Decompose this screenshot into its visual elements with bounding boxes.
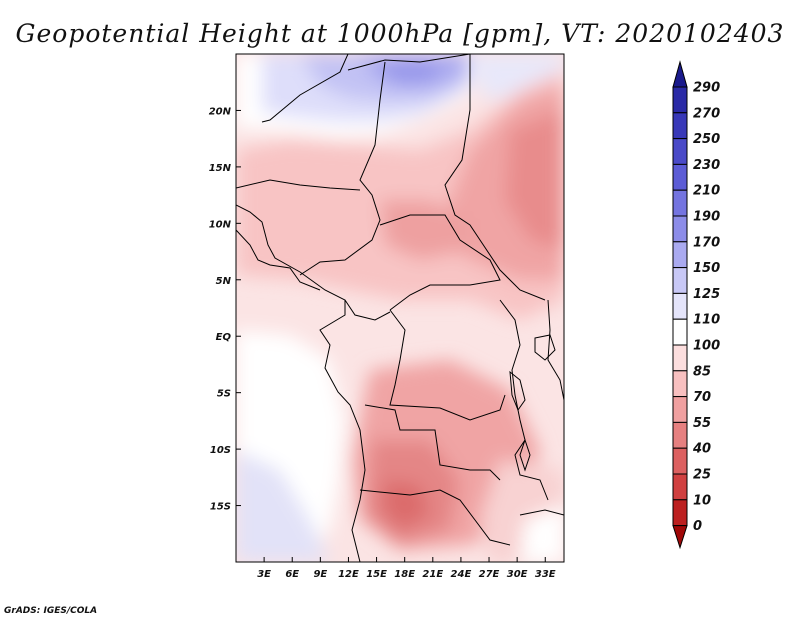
border-angola	[364, 404, 501, 481]
chart-title: Geopotential Height at 1000hPa [gpm], VT…	[16, 19, 785, 48]
y-tick-label: 5S	[217, 389, 231, 400]
colorbar-segment	[672, 138, 688, 165]
colorbar-segment	[672, 215, 688, 243]
colorbar-label: 70	[693, 390, 711, 405]
y-tick-label: 15N	[209, 163, 232, 174]
colorbar-segment	[672, 318, 688, 346]
colorbar-segment	[672, 499, 688, 527]
colorbar-label: 85	[693, 364, 711, 379]
border-gabon	[344, 299, 391, 321]
x-tick-label: 18E	[394, 569, 415, 580]
colorbar-label: 125	[693, 287, 720, 302]
lake-malawi	[519, 438, 531, 472]
x-tick-label: 6E	[285, 569, 299, 580]
x-tick-label: 21E	[422, 569, 443, 580]
colorbar-label: 250	[693, 132, 720, 147]
map-frame	[235, 53, 565, 563]
colorbar-segment	[672, 473, 688, 501]
colorbar-segment	[672, 344, 688, 372]
border-west-africa	[236, 229, 321, 291]
field-band-110-se	[520, 505, 564, 562]
colorbar-segment	[672, 189, 688, 217]
y-tick-label: 10S	[210, 445, 231, 456]
x-tick-label: 24E	[451, 569, 472, 580]
border-central-n	[299, 61, 386, 276]
border-niger	[236, 179, 361, 191]
colorbar-label: 150	[693, 261, 720, 276]
y-tick-label: 10N	[209, 219, 232, 230]
y-axis: 20N 15N 10N 5N EQ 5S 10S 15S	[209, 106, 241, 513]
map-panel: 3E 6E 9E 12E 15E 18E 21E 24E 27E 30E 33E 20N 15N 10N…	[209, 53, 565, 580]
west-coastline	[236, 204, 366, 562]
border-kenya	[547, 299, 564, 401]
coastlines-and-borders	[236, 54, 564, 562]
y-tick-label: 5N	[216, 276, 232, 287]
field-band-40-south	[382, 480, 430, 530]
x-tick-label: 27E	[479, 569, 500, 580]
colorbar-label: 210	[693, 184, 720, 199]
y-tick-label: 15S	[210, 502, 231, 513]
field-band-70-center	[380, 200, 470, 260]
y-tick-label: 20N	[209, 106, 232, 117]
lake-victoria	[534, 334, 556, 361]
grads-credit: GrADS: IGES/COLA	[4, 606, 97, 616]
colorbar-label: 0	[693, 519, 702, 534]
colorbar-label: 110	[693, 313, 720, 328]
x-tick-label: 33E	[535, 569, 556, 580]
colorbar-segment	[672, 292, 688, 320]
colorbar-top-triangle	[672, 60, 688, 88]
colorbar-segment	[672, 267, 688, 294]
x-tick-label: 3E	[257, 569, 271, 580]
lake-tanganyika	[509, 370, 526, 412]
colorbar-segment	[672, 163, 688, 191]
colorbar-label: 100	[693, 339, 720, 354]
field-band-125-ne	[470, 54, 564, 100]
x-tick-label: 9E	[313, 569, 327, 580]
field-band-190	[380, 62, 440, 82]
colorbar-label: 40	[692, 442, 711, 457]
x-axis: 3E 6E 9E 12E 15E 18E 21E 24E 27E 30E 33E	[257, 557, 556, 580]
x-tick-label: 12E	[338, 569, 359, 580]
border-namibia	[359, 489, 511, 546]
colorbar-bottom-triangle	[672, 525, 688, 550]
x-tick-label: 15E	[366, 569, 387, 580]
colorbar-label: 290	[693, 81, 720, 96]
colorbar-segment	[672, 421, 688, 449]
colorbar-segment	[672, 86, 688, 114]
colorbar-label: 190	[693, 210, 720, 225]
colorbar-label: 55	[693, 416, 711, 431]
colorbar-label: 270	[693, 106, 720, 121]
y-tick-label: EQ	[216, 332, 232, 343]
colorbar-segment	[672, 112, 688, 140]
border-se	[519, 509, 564, 516]
colorbar-label: 25	[693, 468, 711, 483]
border-east	[499, 299, 549, 501]
border-drc	[389, 309, 506, 421]
border-car	[379, 214, 501, 311]
colorbar-label: 10	[693, 493, 711, 508]
height-field	[236, 54, 564, 562]
field-band-55-east	[505, 110, 564, 250]
colorbar-label: 230	[693, 158, 720, 173]
colorbar-label: 170	[693, 235, 720, 250]
border-nw	[261, 54, 349, 123]
x-tick-label: 30E	[507, 569, 528, 580]
border-north	[347, 54, 471, 71]
colorbar-segment	[672, 396, 688, 423]
colorbar-segment	[672, 447, 688, 475]
colorbar: 2902702502302101901701501251101008570554…	[672, 60, 720, 550]
field-band-125-sw	[236, 450, 330, 562]
colorbar-segment	[672, 370, 688, 398]
colorbar-segment	[672, 241, 688, 269]
border-sudan	[444, 54, 546, 301]
